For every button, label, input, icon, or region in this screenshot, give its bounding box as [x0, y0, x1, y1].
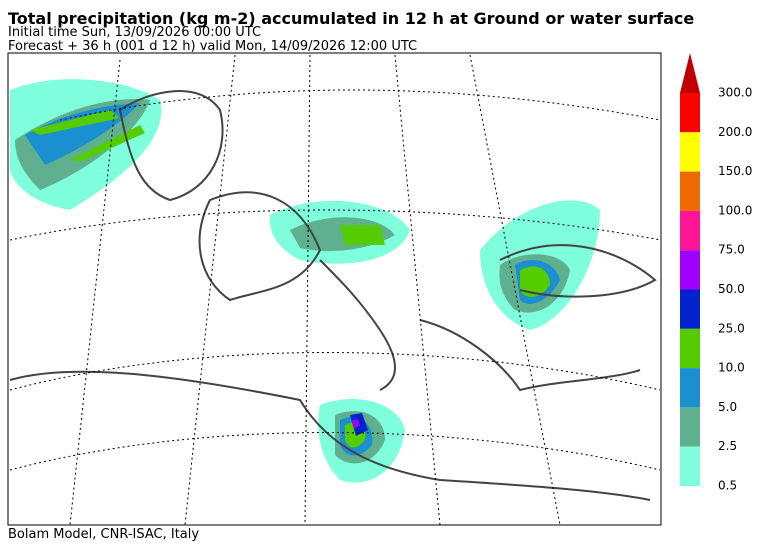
colorbar-label: 200.0 — [718, 125, 752, 139]
colorbar-label: 300.0 — [718, 86, 752, 100]
colorbar-swatch — [680, 289, 700, 329]
initial-time: Initial time Sun, 13/09/2026 00:00 UTC — [8, 25, 261, 40]
precipitation — [10, 79, 600, 483]
colorbar-label: 10.0 — [718, 361, 745, 375]
colorbar-swatch — [680, 407, 700, 447]
colorbar-swatch — [680, 446, 700, 486]
colorbar-swatch — [680, 368, 700, 408]
title: Total precipitation (kg m-2) accumulated… — [8, 9, 694, 28]
colorbar-swatch — [680, 171, 700, 211]
colorbar-label: 25.0 — [718, 321, 745, 335]
colorbar-label: 150.0 — [718, 164, 752, 178]
forecast: Forecast + 36 h (001 d 12 h) valid Mon, … — [8, 39, 417, 54]
colorbar-swatch — [680, 132, 700, 172]
graticule — [9, 54, 661, 526]
colorbar-label: 0.5 — [718, 479, 737, 493]
map — [7, 52, 662, 526]
colorbar-label: 100.0 — [718, 203, 752, 217]
colorbar-swatch — [680, 93, 700, 133]
credit: Bolam Model, CNR-ISAC, Italy — [8, 527, 199, 542]
colorbar-label: 75.0 — [718, 243, 745, 257]
colorbar-label: 5.0 — [718, 400, 737, 414]
colorbar-label: 2.5 — [718, 439, 737, 453]
colorbar-label: 50.0 — [718, 282, 745, 296]
colorbar-swatch — [680, 210, 700, 251]
colorbar: 300.0 200.0 150.0 100.0 75.0 50.0 25.0 10.0 5.0 2… — [680, 53, 752, 493]
coastlines — [9, 90, 657, 501]
colorbar-swatch — [680, 250, 700, 290]
colorbar-arrow — [680, 53, 700, 93]
colorbar-swatch — [680, 328, 700, 369]
